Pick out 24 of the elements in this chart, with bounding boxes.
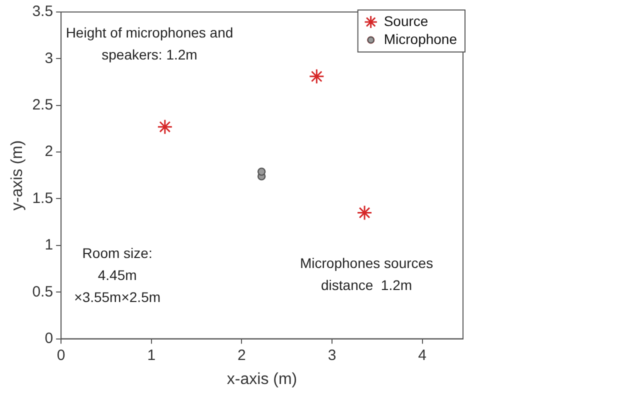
x-tick-label: 1 <box>147 346 156 364</box>
y-tick-label: 3 <box>44 50 54 67</box>
y-axis-title: y-axis (m) <box>9 140 26 211</box>
y-tick-label: 1 <box>44 236 54 254</box>
y-tick-label: 1.5 <box>32 190 54 207</box>
annotation: Microphones sources distance 1.2m <box>300 254 434 293</box>
point <box>157 119 173 135</box>
annotation: Height of microphones and speakers: 1.2m <box>66 24 234 63</box>
x-tick-label: 0 <box>56 346 66 364</box>
x-tick-label: 4 <box>418 346 427 364</box>
x-tick-label: 2 <box>238 346 246 364</box>
y-tick-label: 0 <box>44 330 54 347</box>
point <box>257 168 266 176</box>
y-tick-label: 3.5 <box>32 3 54 20</box>
y-tick-label: 0.5 <box>32 283 54 300</box>
annotation: Room size: 4.45m ×3.55m×2.5m <box>74 245 161 306</box>
point <box>356 205 372 220</box>
y-tick-label: 2 <box>44 143 54 160</box>
x-axis-title: x-axis (m) <box>226 370 298 388</box>
y-tick-label: 2.5 <box>32 96 54 114</box>
point <box>308 68 324 84</box>
legend-label: Microphone <box>384 30 458 47</box>
x-tick-label: 3 <box>328 346 336 364</box>
legend-label: Source <box>384 12 428 29</box>
